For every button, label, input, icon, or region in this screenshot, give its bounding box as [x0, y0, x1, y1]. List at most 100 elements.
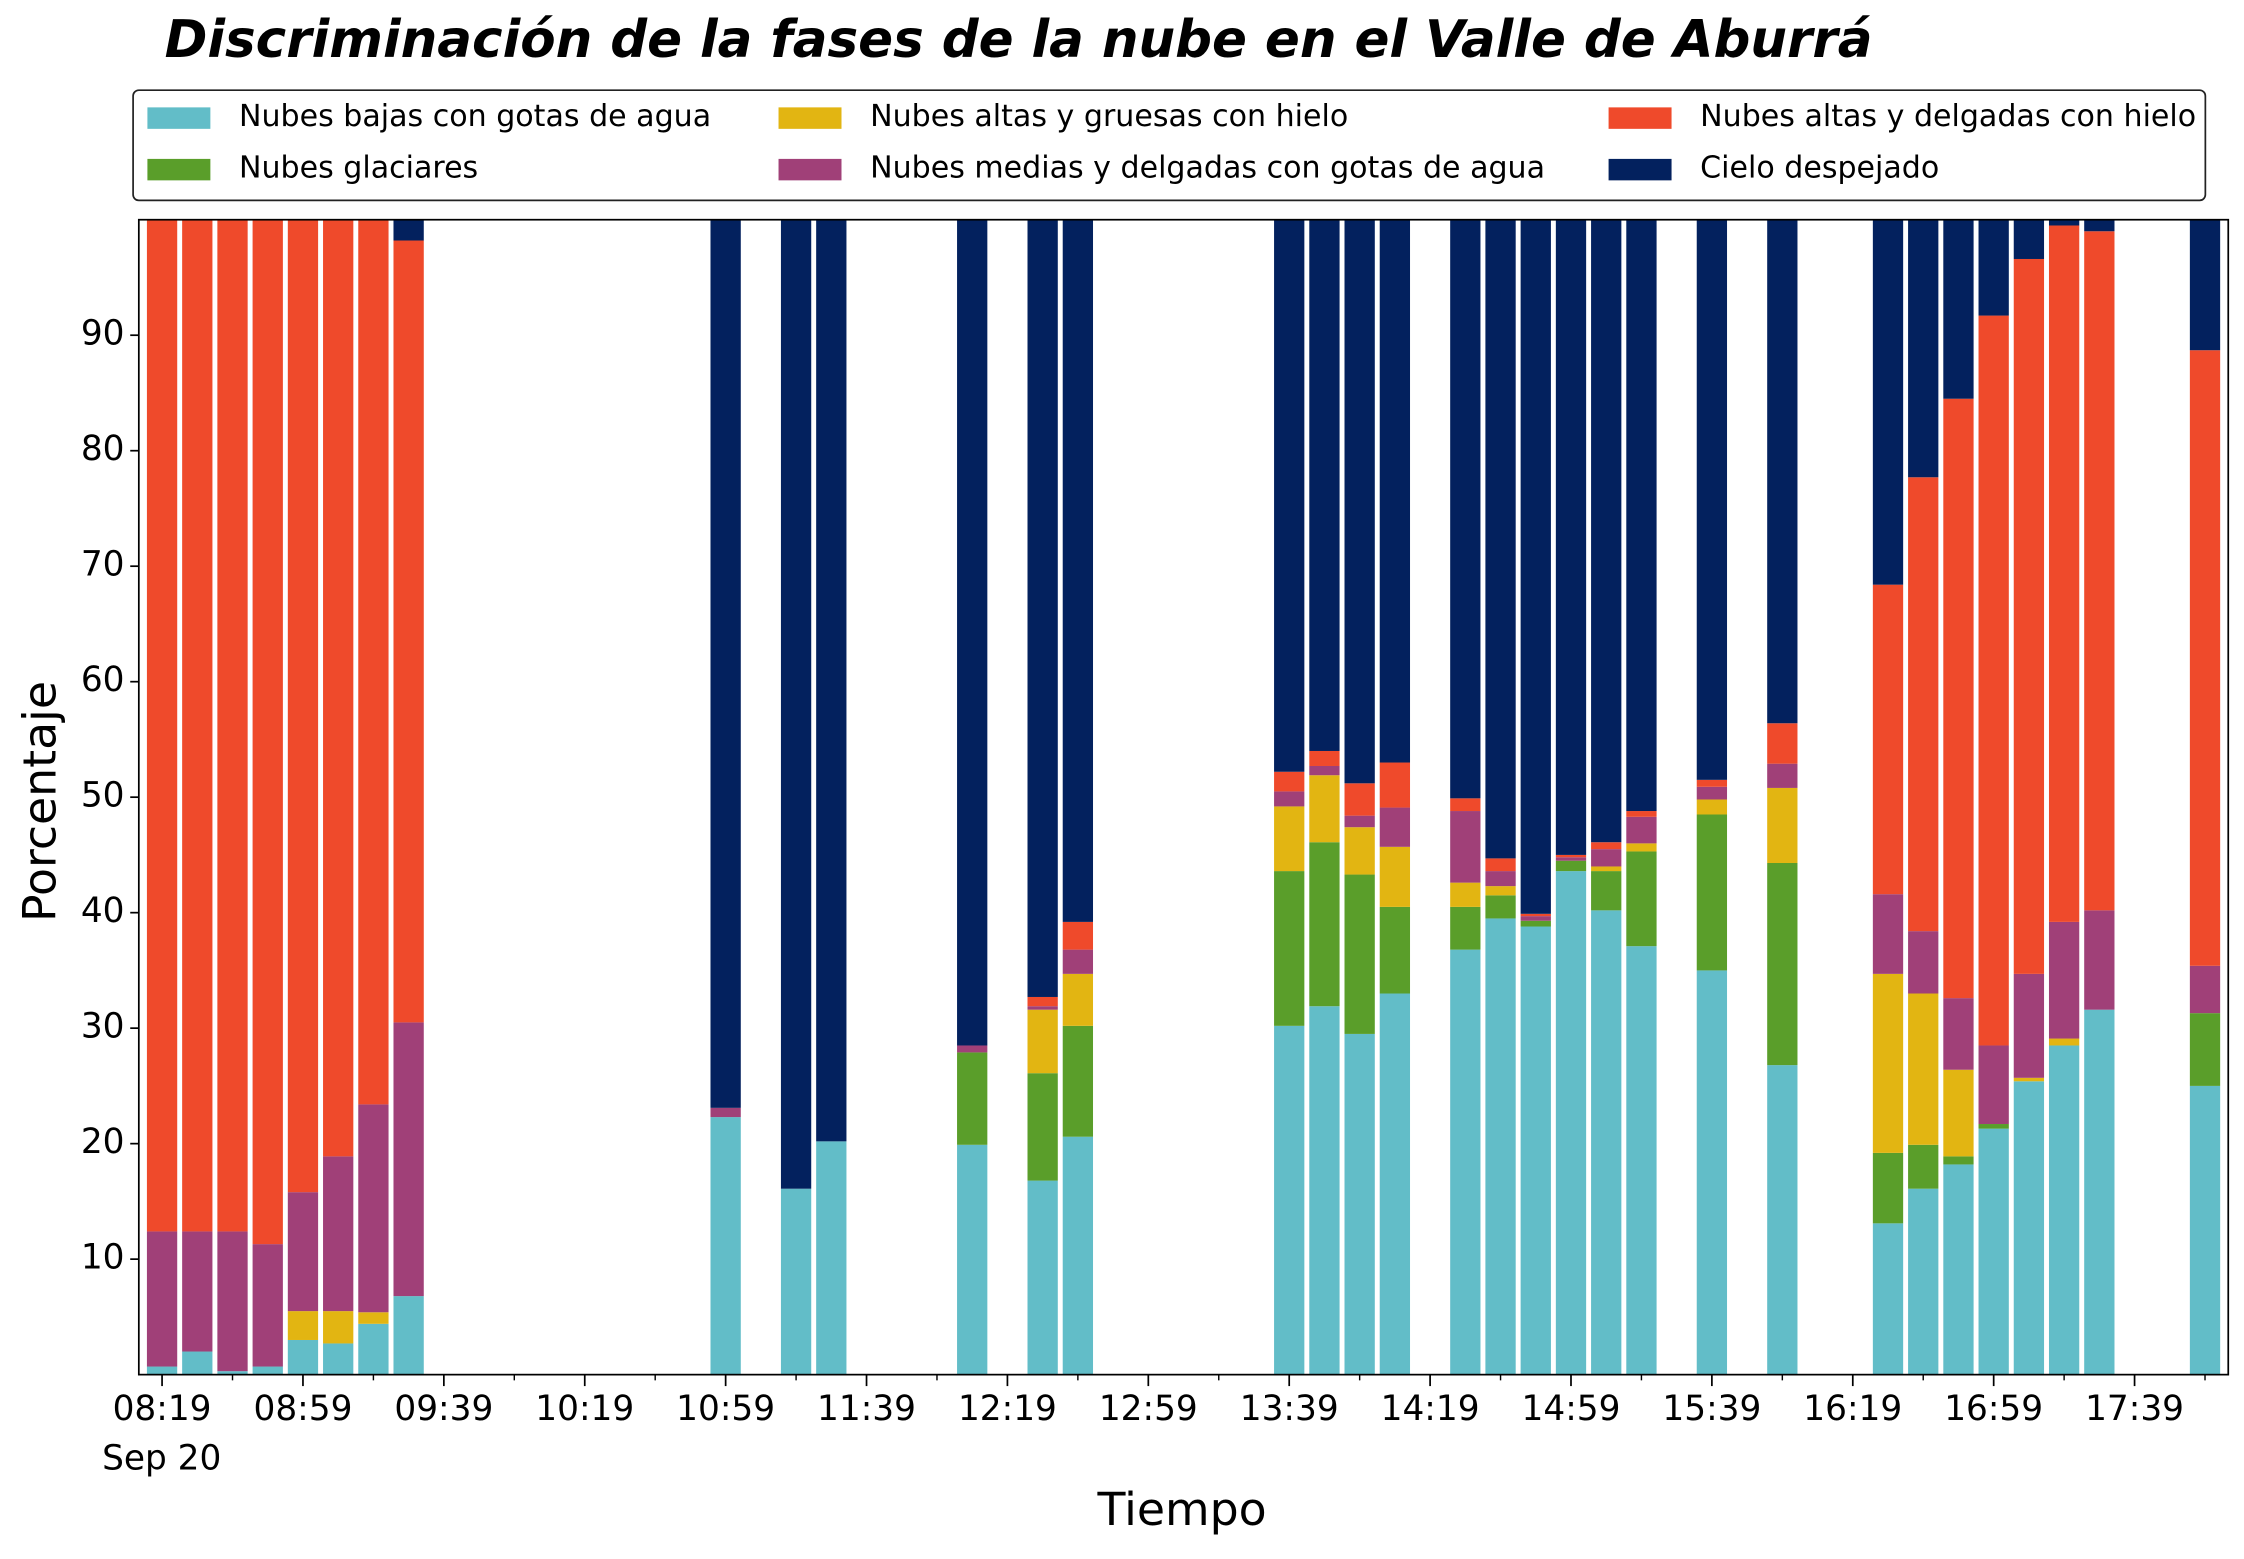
bar-segment: [1943, 1156, 1974, 1165]
bar-segment: [1309, 1006, 1340, 1375]
legend-swatch: [778, 158, 842, 181]
bar-segment: [1943, 398, 1974, 999]
bar-segment: [2013, 1077, 2045, 1082]
bar-segment: [957, 1052, 988, 1145]
bar-segment: [146, 219, 178, 1232]
bar-segment: [1309, 775, 1340, 843]
bar-segment: [1450, 219, 1481, 799]
bar-segment: [1344, 1033, 1375, 1375]
x-tick-label: 08:19: [113, 1389, 212, 1429]
bar-segment: [1872, 1152, 1904, 1224]
bar-segment: [2189, 1085, 2221, 1375]
y-tick-label: 30: [81, 1007, 125, 1047]
bar-segment: [1027, 1009, 1058, 1074]
x-tick-label: 10:59: [676, 1389, 775, 1429]
bar-segment: [182, 1351, 213, 1375]
bar-segment: [323, 1156, 354, 1312]
bar-segment: [1978, 219, 2009, 316]
bar-segment: [1274, 806, 1305, 872]
x-tick-label: 12:19: [958, 1389, 1057, 1429]
bar-segment: [1274, 219, 1305, 772]
bar-segment: [1555, 854, 1587, 858]
legend-swatch: [778, 107, 842, 129]
bar-segment: [1872, 584, 1904, 895]
legend-swatch: [1608, 107, 1672, 129]
bar-segment: [1696, 970, 1728, 1375]
bar-segment: [1344, 783, 1375, 816]
chart-title: Discriminación de la fases de la nube en…: [165, 10, 1873, 70]
x-tick-label: 14:19: [1381, 1389, 1480, 1429]
bar-segment: [1767, 1065, 1798, 1375]
bar-segment: [1274, 771, 1305, 792]
bar-segment: [1485, 886, 1516, 896]
bar-segment: [358, 1104, 389, 1313]
bar-segment: [1626, 946, 1657, 1375]
x-tick-label: 17:39: [2085, 1389, 2184, 1429]
bar-segment: [393, 219, 424, 241]
bar-segment: [1309, 765, 1340, 776]
bar-segment: [287, 1192, 319, 1312]
bar-segment: [1696, 779, 1728, 787]
bar-segment: [1872, 1223, 1904, 1375]
bar-segment: [1027, 1180, 1058, 1375]
bar-segment: [1943, 219, 1974, 399]
bar-segment: [1520, 219, 1551, 914]
bar-segment: [1344, 815, 1375, 828]
bar-segment: [217, 1231, 248, 1372]
bar-segment: [1379, 993, 1411, 1375]
bar-segment: [1309, 842, 1340, 1007]
legend-swatch: [1608, 158, 1672, 181]
bar-segment: [1872, 219, 1904, 585]
bar-segment: [1978, 1045, 2009, 1125]
bar-segment: [1591, 842, 1622, 850]
x-tick-label: 14:59: [1522, 1389, 1621, 1429]
x-tick-label: 11:39: [817, 1389, 916, 1429]
bar-segment: [2084, 219, 2115, 232]
bar-segment: [1485, 858, 1516, 872]
bar-segment: [2013, 973, 2045, 1078]
bar-segment: [1027, 219, 1058, 997]
legend-label: Cielo despejado: [1700, 150, 1939, 185]
bar-segment: [1626, 843, 1657, 852]
bar-segment: [287, 1339, 319, 1375]
bar-segment: [2013, 1081, 2045, 1375]
bar-segment: [182, 1231, 213, 1352]
legend-label: Nubes altas y delgadas con hielo: [1700, 99, 2196, 134]
bar-segment: [1626, 219, 1657, 812]
x-tick-label: 16:19: [1803, 1389, 1902, 1429]
bar-segment: [816, 219, 847, 1142]
bar-segment: [1309, 219, 1340, 751]
bar-segment: [1485, 219, 1516, 859]
bar-segment: [1062, 1025, 1094, 1137]
bar-segment: [1626, 816, 1657, 844]
bar-segment: [1908, 931, 1939, 994]
bar-segment: [182, 219, 213, 1232]
bar-segment: [1555, 871, 1587, 1375]
bar-segment: [1908, 219, 1939, 478]
legend-label: Nubes medias y delgadas con gotas de agu…: [870, 150, 1545, 185]
bar-segment: [957, 219, 988, 1046]
bar-segment: [1696, 799, 1728, 815]
bar-segment: [2013, 258, 2045, 974]
bar-segment: [287, 219, 319, 1193]
bar-segment: [1872, 973, 1904, 1153]
bar-segment: [358, 1323, 389, 1375]
bar-segment: [1274, 1025, 1305, 1375]
bar-segment: [2189, 1013, 2221, 1086]
bar-segment: [1591, 866, 1622, 872]
bar-segment: [1978, 1124, 2009, 1129]
y-tick-label: 50: [81, 776, 125, 816]
bar-segment: [2084, 231, 2115, 911]
bar-segment: [1450, 798, 1481, 812]
bar-segment: [1696, 786, 1728, 800]
bar-segment: [1626, 851, 1657, 947]
bar-segment: [1978, 315, 2009, 1046]
bar-segment: [1062, 1136, 1094, 1375]
bar-segment: [1943, 1164, 1974, 1375]
bar-segment: [1062, 973, 1094, 1026]
bar-segment: [1591, 849, 1622, 867]
bar-segment: [2048, 921, 2080, 1039]
bar-segment: [1908, 993, 1939, 1145]
bar-segment: [323, 219, 354, 1157]
bar-segment: [1978, 1128, 2009, 1375]
